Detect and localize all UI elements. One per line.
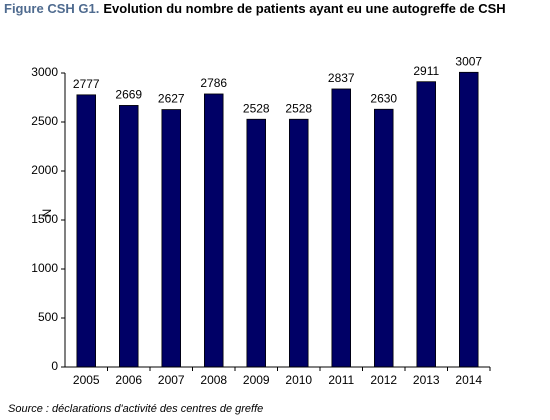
- bar: [416, 81, 436, 368]
- y-tick-label: 500: [38, 310, 58, 324]
- source-note: Source : déclarations d'activité des cen…: [8, 403, 263, 415]
- y-axis-label: N: [40, 209, 54, 218]
- bar: [246, 118, 266, 368]
- y-tick-label: 1500: [31, 212, 58, 226]
- bar: [203, 93, 224, 368]
- x-tick-label: 2009: [243, 373, 270, 387]
- y-tick-label: 2000: [31, 163, 58, 177]
- value-label: 2528: [285, 101, 312, 115]
- value-label: 2630: [370, 91, 397, 105]
- bar: [161, 109, 181, 368]
- value-label: 2669: [115, 88, 142, 102]
- y-tick-label: 3000: [31, 65, 58, 79]
- x-tick-label: 2006: [115, 373, 142, 387]
- bar: [288, 118, 309, 368]
- chart-title: Figure CSH G1. Evolution du nombre de pat…: [4, 1, 506, 16]
- title-text: Evolution du nombre de patients ayant eu…: [103, 1, 505, 16]
- value-label: 3007: [455, 54, 482, 68]
- value-label: 2777: [73, 77, 100, 91]
- x-tick-label: 2014: [455, 373, 482, 387]
- title-prefix: Figure CSH G1.: [4, 1, 99, 16]
- x-tick-label: 2010: [285, 373, 312, 387]
- y-tick-label: 1000: [31, 261, 58, 275]
- bar: [373, 108, 394, 368]
- value-label: 2786: [200, 76, 227, 90]
- x-tick-label: 2005: [73, 373, 100, 387]
- y-tick-label: 0: [51, 359, 58, 373]
- bar: [458, 71, 479, 368]
- bar: [76, 94, 97, 368]
- value-label: 2837: [328, 71, 355, 85]
- x-tick-label: 2013: [413, 373, 440, 387]
- bar: [331, 88, 351, 368]
- bar: [119, 105, 139, 368]
- x-tick-label: 2008: [200, 373, 227, 387]
- value-label: 2528: [243, 101, 270, 115]
- x-tick-label: 2007: [158, 373, 185, 387]
- value-label: 2911: [413, 64, 439, 78]
- x-tick-label: 2011: [328, 373, 354, 387]
- x-tick-label: 2012: [370, 373, 397, 387]
- y-tick-label: 2500: [31, 114, 58, 128]
- value-label: 2627: [158, 92, 185, 106]
